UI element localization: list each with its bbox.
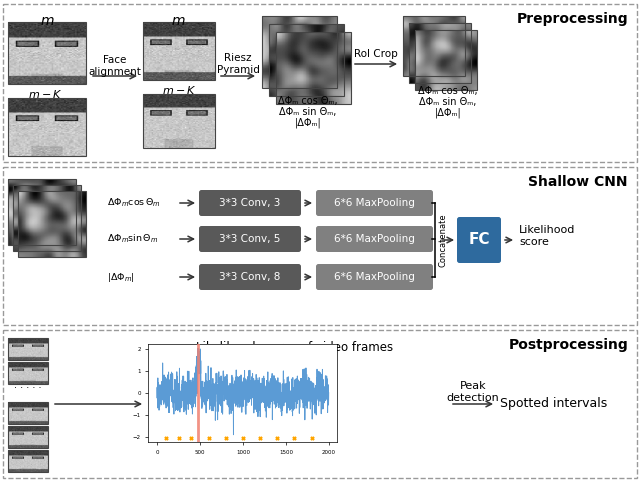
- Point: [272, 434, 282, 442]
- Text: |ΔΦₘ|: |ΔΦₘ|: [435, 108, 461, 119]
- Bar: [3, 167, 637, 325]
- Point: [255, 434, 265, 442]
- Text: Riesz
Pyramid: Riesz Pyramid: [216, 53, 259, 75]
- Text: 6*6 MaxPooling: 6*6 MaxPooling: [334, 234, 415, 244]
- Text: 3*3 Conv, 3: 3*3 Conv, 3: [220, 198, 281, 208]
- Point: [204, 434, 214, 442]
- Point: [238, 434, 248, 442]
- FancyBboxPatch shape: [457, 217, 501, 263]
- Bar: [409, 23, 471, 83]
- Text: $m$: $m$: [40, 14, 54, 28]
- FancyBboxPatch shape: [199, 264, 301, 290]
- Bar: [403, 16, 465, 76]
- Text: ΔΦₘ sin Θₘ,: ΔΦₘ sin Θₘ,: [419, 97, 477, 107]
- Bar: [8, 426, 48, 448]
- Bar: [18, 191, 86, 257]
- Text: $m-K$: $m-K$: [28, 88, 63, 100]
- Text: Spotted intervals: Spotted intervals: [500, 398, 607, 411]
- Text: Likelihood scores of video frames: Likelihood scores of video frames: [196, 341, 394, 354]
- FancyBboxPatch shape: [316, 190, 433, 216]
- Text: Shallow CNN: Shallow CNN: [529, 175, 628, 189]
- Bar: [8, 22, 86, 84]
- Bar: [415, 30, 477, 90]
- Text: $m-K$: $m-K$: [162, 84, 196, 96]
- Text: Concatenate: Concatenate: [438, 213, 447, 267]
- Text: Peak
detection: Peak detection: [447, 381, 499, 403]
- Point: [307, 434, 317, 442]
- Text: Face
alignment: Face alignment: [88, 55, 141, 77]
- Bar: [8, 362, 48, 384]
- Text: ΔΦₘ sin Θₘ,: ΔΦₘ sin Θₘ,: [279, 107, 337, 117]
- Text: $m$: $m$: [171, 14, 186, 28]
- Text: $|\Delta\Phi_m|$: $|\Delta\Phi_m|$: [107, 270, 135, 283]
- Text: RoI Crop: RoI Crop: [354, 49, 398, 59]
- FancyBboxPatch shape: [316, 226, 433, 252]
- Text: Postprocessing: Postprocessing: [508, 338, 628, 352]
- Bar: [3, 4, 637, 162]
- Bar: [8, 402, 48, 424]
- Point: [173, 434, 184, 442]
- Text: Preprocessing: Preprocessing: [516, 12, 628, 26]
- Point: [161, 434, 171, 442]
- Text: |ΔΦₘ|: |ΔΦₘ|: [294, 118, 321, 129]
- Text: ΔΦₘ cos Θₘ,: ΔΦₘ cos Θₘ,: [278, 96, 338, 106]
- Bar: [13, 185, 81, 251]
- Bar: [8, 98, 86, 156]
- Bar: [143, 22, 215, 80]
- Text: 6*6 MaxPooling: 6*6 MaxPooling: [334, 272, 415, 282]
- Bar: [269, 24, 344, 96]
- Text: ΔΦₘ cos Θₘ,: ΔΦₘ cos Θₘ,: [418, 86, 478, 96]
- Bar: [143, 94, 215, 148]
- Bar: [3, 330, 637, 478]
- FancyBboxPatch shape: [316, 264, 433, 290]
- Text: FC: FC: [468, 232, 490, 247]
- Point: [186, 434, 196, 442]
- Bar: [8, 179, 76, 245]
- Text: · · · · ·: · · · · ·: [14, 383, 42, 393]
- FancyBboxPatch shape: [199, 190, 301, 216]
- Text: $\Delta\Phi_m\sin\Theta_m$: $\Delta\Phi_m\sin\Theta_m$: [107, 233, 159, 245]
- Bar: [276, 32, 351, 104]
- Point: [289, 434, 300, 442]
- Text: 3*3 Conv, 8: 3*3 Conv, 8: [220, 272, 281, 282]
- Bar: [8, 338, 48, 360]
- Text: 6*6 MaxPooling: 6*6 MaxPooling: [334, 198, 415, 208]
- Text: $\Delta\Phi_m\cos\Theta_m$: $\Delta\Phi_m\cos\Theta_m$: [107, 197, 161, 209]
- Bar: [262, 16, 337, 88]
- Bar: [8, 450, 48, 472]
- Point: [221, 434, 231, 442]
- Text: Likelihood
score: Likelihood score: [519, 225, 575, 247]
- FancyBboxPatch shape: [199, 226, 301, 252]
- Text: 3*3 Conv, 5: 3*3 Conv, 5: [220, 234, 281, 244]
